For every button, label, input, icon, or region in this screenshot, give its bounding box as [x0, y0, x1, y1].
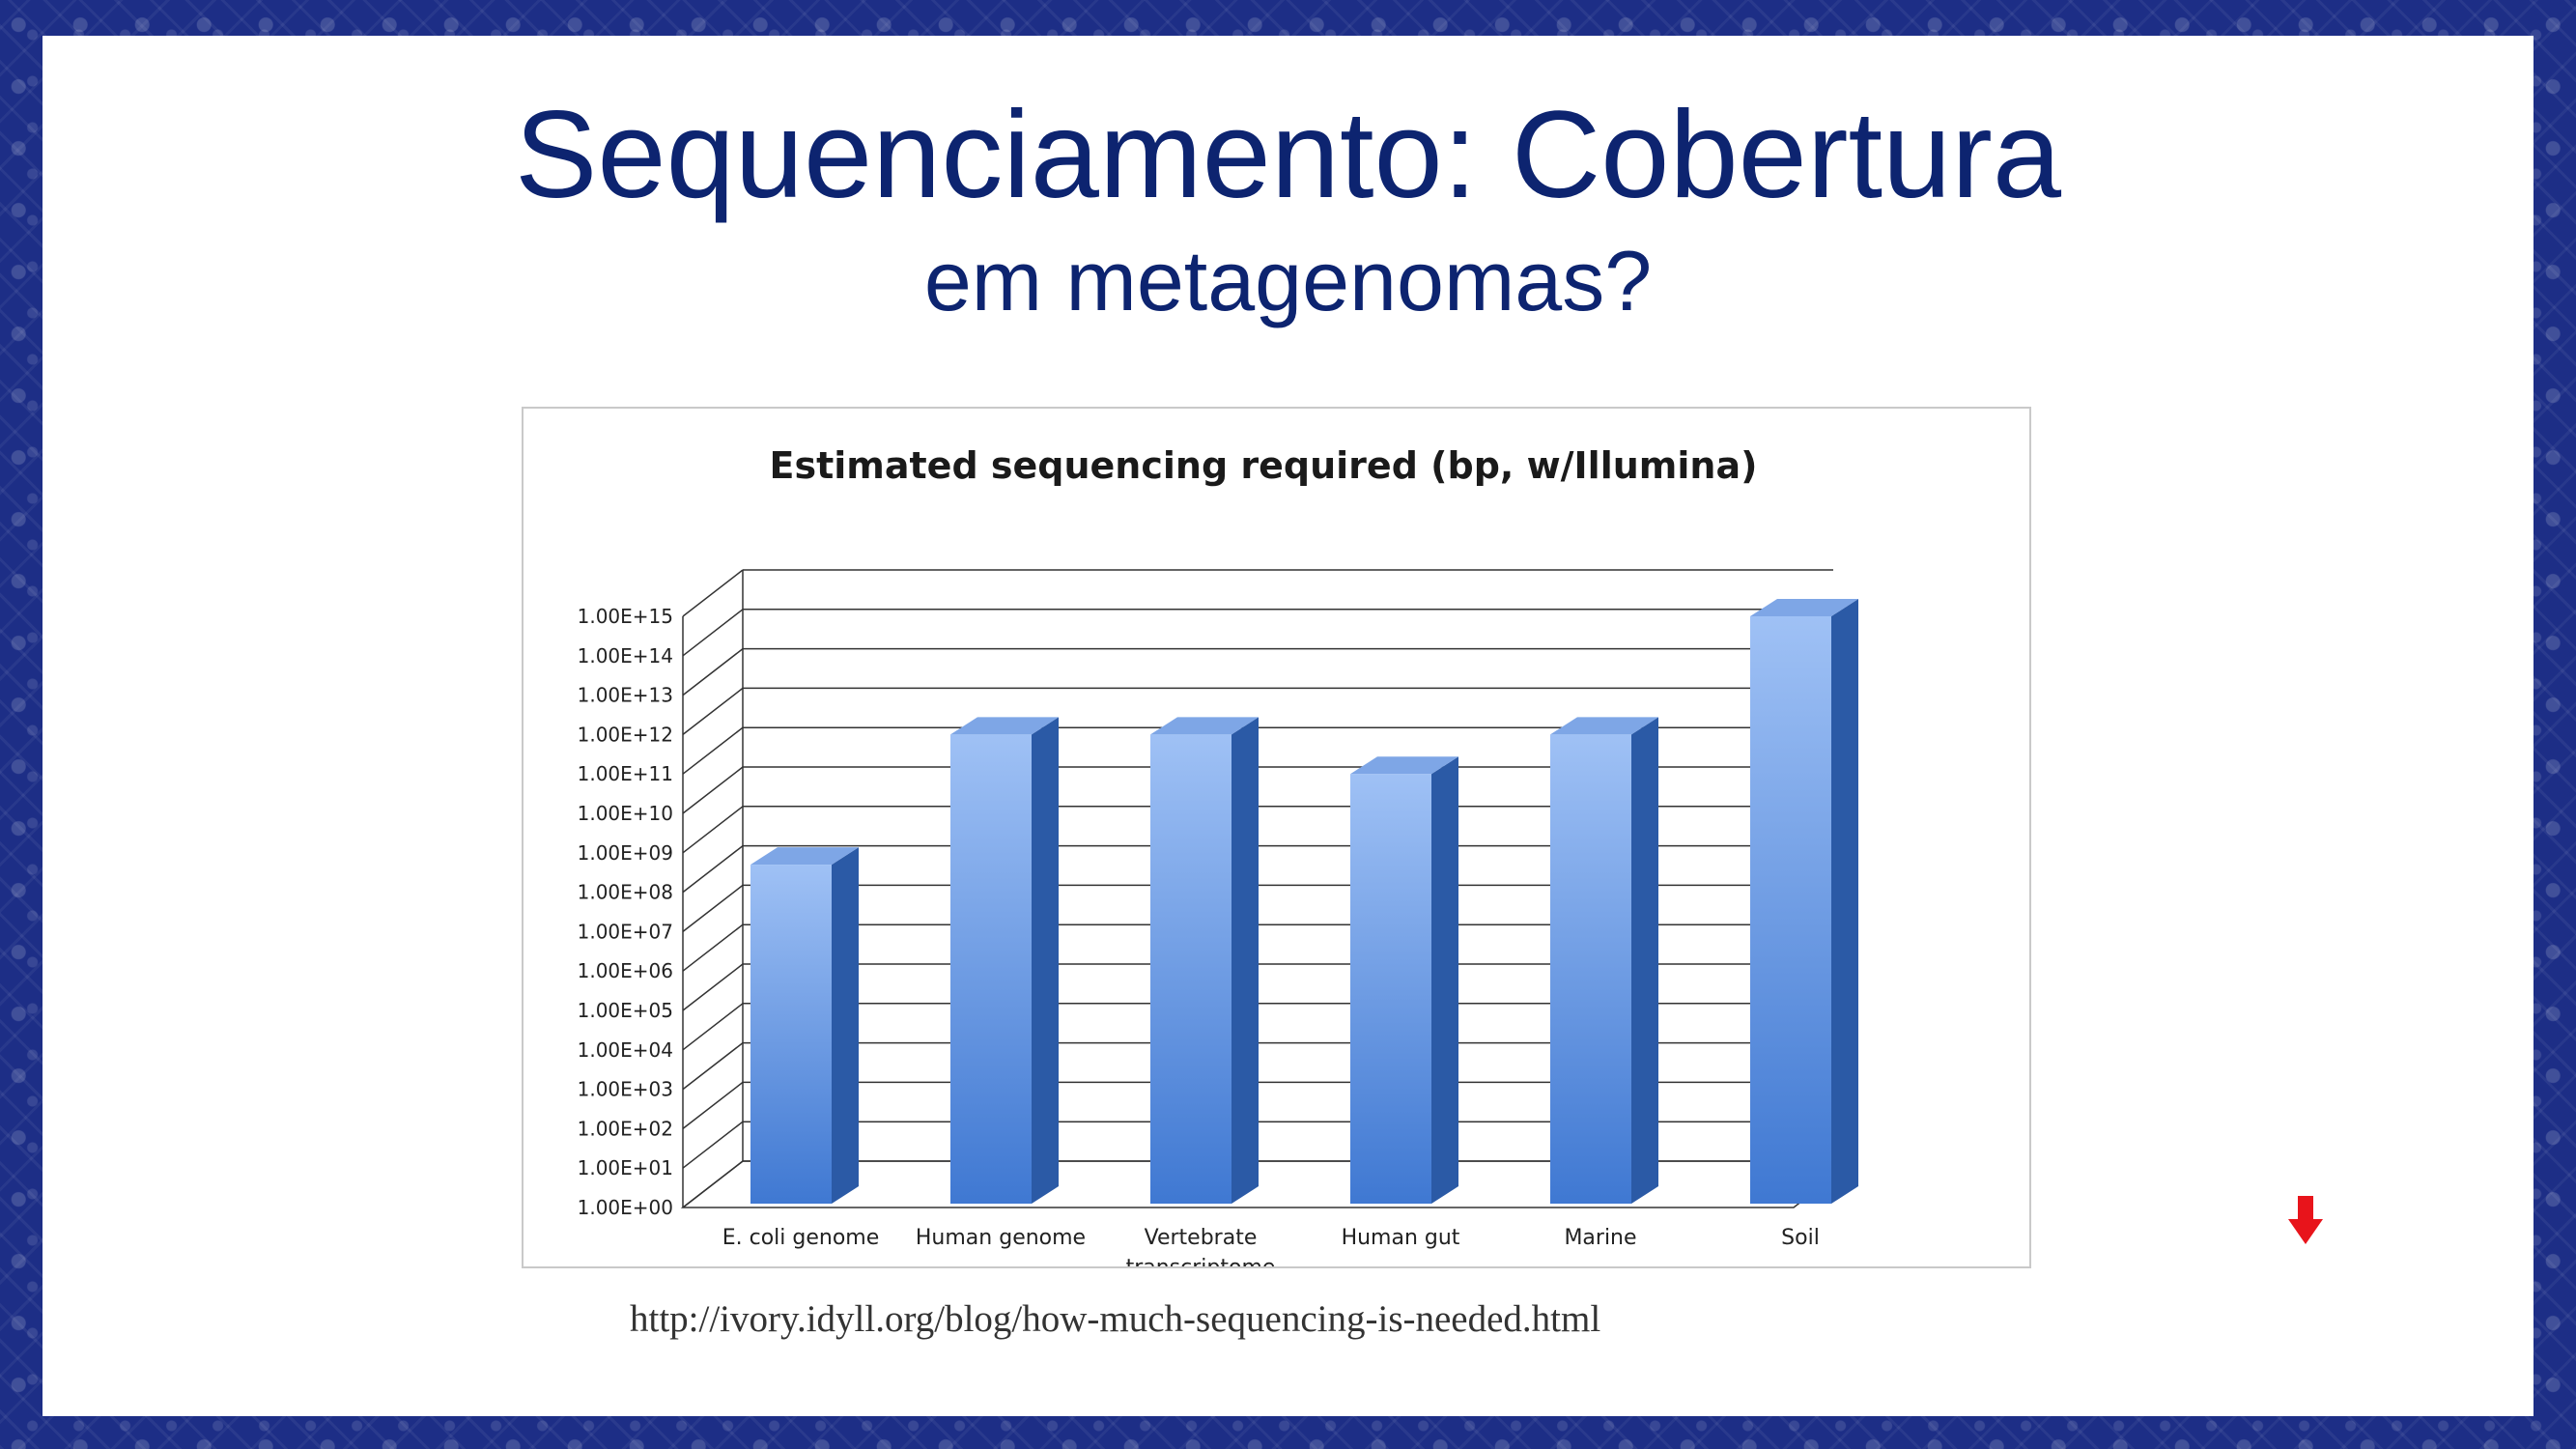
bar-side	[1431, 756, 1458, 1204]
bar	[950, 734, 1032, 1204]
bar-top	[1350, 756, 1458, 775]
x-tick-label: E. coli genome	[722, 1226, 880, 1250]
bar-top	[1750, 599, 1858, 616]
x-tick-label: Vertebratetranscriptome	[1126, 1226, 1276, 1266]
y-tick-label: 1.00E+14	[578, 644, 673, 668]
chart-frame: Estimated sequencing required (bp, w/Ill…	[522, 407, 2031, 1268]
y-tick-label: 1.00E+04	[578, 1038, 673, 1062]
bar-side	[832, 847, 859, 1204]
y-tick-label: 1.00E+02	[578, 1117, 673, 1140]
bar-side	[1831, 599, 1858, 1204]
bar-side	[1032, 717, 1059, 1204]
gridline-side	[682, 609, 744, 657]
y-tick-label: 1.00E+13	[578, 684, 673, 707]
x-tick-label: Human genome	[916, 1226, 1086, 1250]
y-tick-label: 1.00E+09	[578, 841, 673, 865]
bar-top	[1150, 717, 1259, 735]
gridline-side	[682, 687, 744, 735]
bar-chart: Estimated sequencing required (bp, w/Ill…	[578, 444, 1858, 1266]
y-tick-label: 1.00E+12	[578, 723, 673, 746]
y-tick-label: 1.00E+05	[578, 999, 673, 1022]
gridline-side	[682, 1003, 744, 1051]
bar-side	[1631, 717, 1658, 1204]
y-tick-label: 1.00E+06	[578, 959, 673, 982]
slide-subtitle: em metagenomas?	[923, 233, 1653, 328]
bar	[1350, 774, 1431, 1204]
x-tick-label: Soil	[1781, 1226, 1820, 1250]
bar-top	[1550, 717, 1658, 735]
gridline-side	[682, 569, 744, 617]
y-tick-label: 1.00E+10	[578, 802, 673, 825]
x-tick-label: Human gut	[1342, 1226, 1460, 1250]
gridline-side	[682, 726, 744, 775]
gridline-side	[682, 963, 744, 1011]
y-tick-label: 1.00E+08	[578, 881, 673, 904]
y-tick-label: 1.00E+01	[578, 1156, 673, 1179]
gridline-side	[682, 884, 744, 932]
bar-top	[750, 847, 859, 866]
slide-title: Sequenciamento: Cobertura	[515, 86, 2061, 224]
y-tick-label: 1.00E+00	[578, 1196, 673, 1219]
gridline-side	[682, 1042, 744, 1091]
y-tick-label: 1.00E+11	[578, 762, 673, 785]
gridline-side	[682, 1081, 744, 1129]
slide: Sequenciamento: Cobertura em metagenomas…	[42, 36, 2534, 1416]
gridline-side	[682, 1121, 744, 1169]
gridline-side	[682, 923, 744, 972]
gridline-side	[682, 806, 744, 854]
bar	[1750, 616, 1831, 1204]
bar-top	[950, 717, 1059, 735]
bar	[1150, 734, 1231, 1204]
y-tick-label: 1.00E+07	[578, 920, 673, 943]
bar	[750, 865, 832, 1204]
gridline-side	[682, 766, 744, 814]
gridline-side	[682, 648, 744, 696]
down-arrow-icon[interactable]	[2288, 1196, 2323, 1244]
y-tick-label: 1.00E+15	[578, 605, 673, 628]
x-tick-label: Marine	[1564, 1226, 1636, 1250]
gridline-side	[682, 845, 744, 894]
chart-title: Estimated sequencing required (bp, w/Ill…	[770, 444, 1758, 487]
y-tick-label: 1.00E+03	[578, 1078, 673, 1101]
bar	[1550, 734, 1631, 1204]
bar-side	[1231, 717, 1259, 1204]
source-link[interactable]: http://ivory.idyll.org/blog/how-much-seq…	[630, 1298, 1601, 1340]
